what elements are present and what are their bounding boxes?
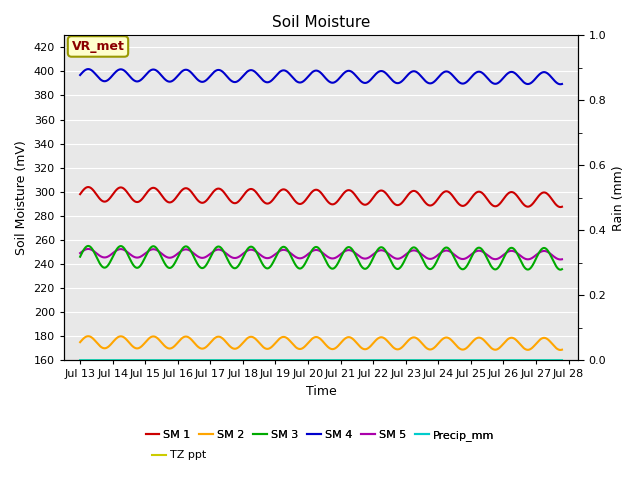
Y-axis label: Rain (mm): Rain (mm) (612, 165, 625, 230)
Y-axis label: Soil Moisture (mV): Soil Moisture (mV) (15, 140, 28, 255)
Legend: TZ ppt: TZ ppt (148, 446, 211, 465)
X-axis label: Time: Time (306, 385, 337, 398)
Text: VR_met: VR_met (72, 40, 124, 53)
Legend: SM 1, SM 2, SM 3, SM 4, SM 5, Precip_mm: SM 1, SM 2, SM 3, SM 4, SM 5, Precip_mm (141, 426, 499, 445)
Title: Soil Moisture: Soil Moisture (272, 15, 371, 30)
